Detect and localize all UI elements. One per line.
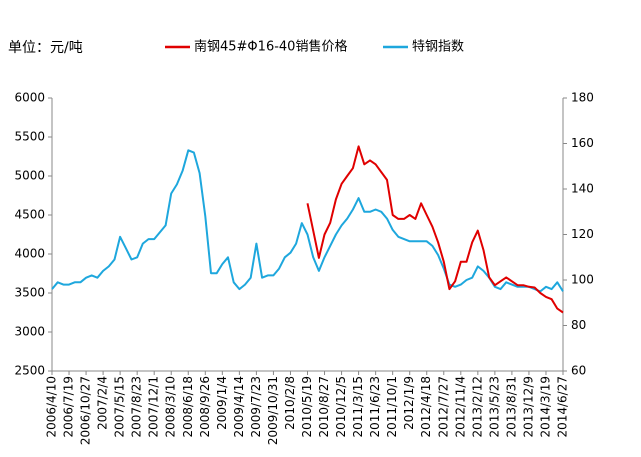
x-tick-label: 2006/7/19 bbox=[62, 376, 76, 438]
y2-tick-label: 120 bbox=[571, 227, 594, 241]
y2-tick-label: 100 bbox=[571, 273, 594, 287]
x-tick-label: 2014/6/27 bbox=[556, 376, 570, 438]
x-tick-label: 2008/3/10 bbox=[164, 376, 178, 438]
y-tick-label: 5500 bbox=[14, 130, 45, 144]
y2-tick-label: 160 bbox=[571, 136, 594, 150]
x-tick-label: 2009/10/31 bbox=[266, 376, 280, 445]
x-tick-label: 2012/1/9 bbox=[402, 376, 416, 430]
x-tick-label: 2007/2/4 bbox=[96, 376, 110, 430]
x-tick-label: 2007/12/1 bbox=[147, 376, 161, 438]
y-tick-label: 6000 bbox=[14, 91, 45, 105]
x-tick-label: 2012/4/18 bbox=[419, 376, 433, 438]
x-tick-label: 2014/3/19 bbox=[538, 376, 552, 438]
y-tick-label: 5000 bbox=[14, 169, 45, 183]
y2-tick-label: 140 bbox=[571, 182, 594, 196]
series-line bbox=[306, 145, 564, 314]
x-tick-label: 2013/12/9 bbox=[521, 376, 535, 438]
x-tick-label: 2008/9/26 bbox=[198, 376, 212, 438]
x-tick-label: 2007/8/23 bbox=[130, 376, 144, 438]
y-tick-label: 4000 bbox=[14, 247, 45, 261]
series-line bbox=[51, 149, 564, 293]
x-tick-label: 2008/6/18 bbox=[181, 376, 195, 438]
x-tick-label: 2013/8/31 bbox=[504, 376, 518, 438]
x-tick-label: 2009/7/23 bbox=[249, 376, 263, 438]
x-tick-label: 2009/1/4 bbox=[215, 376, 229, 430]
x-tick-label: 2006/10/27 bbox=[79, 376, 93, 445]
x-tick-label: 2013/2/12 bbox=[470, 376, 484, 438]
x-tick-label: 2011/10/1 bbox=[385, 376, 399, 438]
x-tick-label: 2010/5/19 bbox=[300, 376, 314, 438]
x-tick-label: 2010/12/5 bbox=[334, 376, 348, 438]
x-tick-label: 2010/2/8 bbox=[283, 376, 297, 430]
y2-tick-label: 60 bbox=[571, 364, 586, 378]
x-tick-label: 2007/5/15 bbox=[113, 376, 127, 438]
y-tick-label: 2500 bbox=[14, 364, 45, 378]
x-tick-label: 2010/8/27 bbox=[317, 376, 331, 438]
y-tick-label: 3000 bbox=[14, 325, 45, 339]
y-tick-label: 4500 bbox=[14, 208, 45, 222]
y2-tick-label: 180 bbox=[571, 91, 594, 105]
x-tick-label: 2011/3/15 bbox=[351, 376, 365, 438]
x-tick-label: 2011/6/23 bbox=[368, 376, 382, 438]
y-tick-label: 3500 bbox=[14, 286, 45, 300]
legend-label: 特钢指数 bbox=[412, 40, 464, 55]
x-tick-label: 2012/7/27 bbox=[436, 376, 450, 438]
unit-label: 单位：元/吨 bbox=[8, 40, 83, 56]
x-tick-label: 2006/4/10 bbox=[45, 376, 59, 438]
x-tick-label: 2013/5/23 bbox=[487, 376, 501, 438]
y2-tick-label: 80 bbox=[571, 318, 586, 332]
legend-label: 南钢45#Φ16-40销售价格 bbox=[194, 39, 347, 55]
x-tick-label: 2012/11/4 bbox=[453, 376, 467, 438]
x-tick-label: 2009/4/14 bbox=[232, 376, 246, 438]
